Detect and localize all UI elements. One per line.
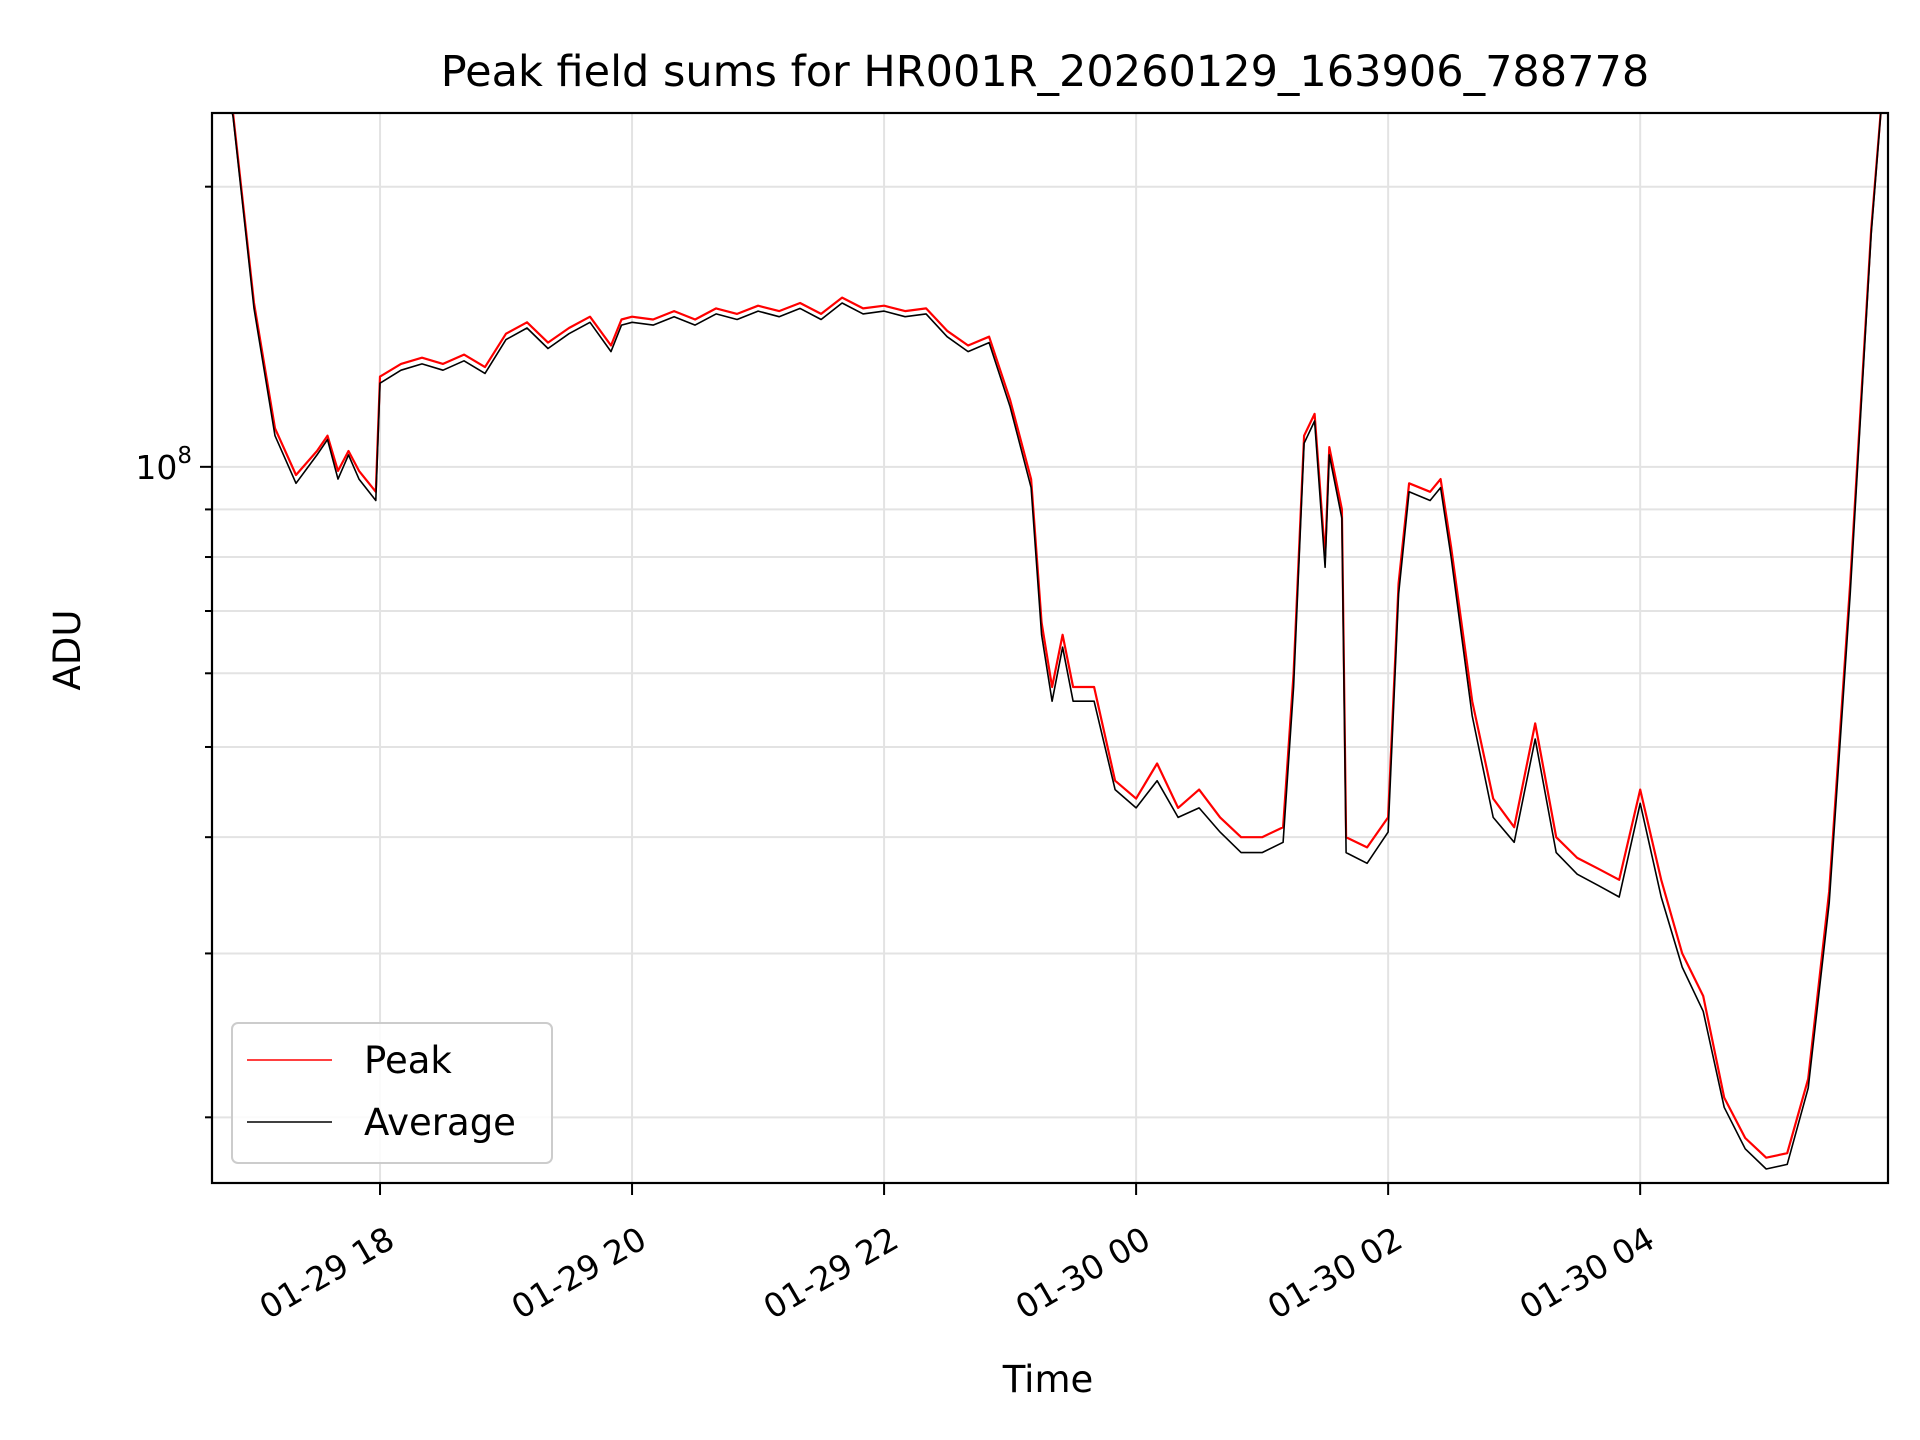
y-axis-label: ADU: [46, 610, 89, 691]
x-tick-label-0: 01-29 18: [253, 1219, 401, 1327]
legend-box: [231, 1022, 553, 1164]
y-tick-label: 108: [135, 443, 192, 487]
x-tick-label-5: 01-30 04: [1513, 1219, 1661, 1327]
series-layer: [231, 113, 1882, 1170]
x-tick-label-3: 01-30 00: [1009, 1219, 1157, 1327]
y-axis: 108: [135, 185, 212, 1119]
legend: Peak Average: [231, 1022, 553, 1164]
series-line-peak: [231, 113, 1882, 1159]
legend-label-average: Average: [364, 1101, 516, 1144]
chart-title: Peak field sums for HR001R_20260129_1639…: [441, 47, 1649, 97]
x-axis: 01-29 18 01-29 20 01-29 22 01-30 00 01-30 02…: [253, 1183, 1661, 1327]
x-axis-label: Time: [1002, 1358, 1094, 1401]
legend-label-peak: Peak: [364, 1039, 452, 1082]
grid-lines: [212, 113, 1888, 1183]
x-tick-label-1: 01-29 20: [505, 1219, 653, 1327]
series-line-average: [231, 113, 1882, 1170]
plot-frame: [210, 111, 1890, 1185]
x-tick-label-2: 01-29 22: [757, 1219, 905, 1327]
x-tick-label-4: 01-30 02: [1261, 1219, 1409, 1327]
